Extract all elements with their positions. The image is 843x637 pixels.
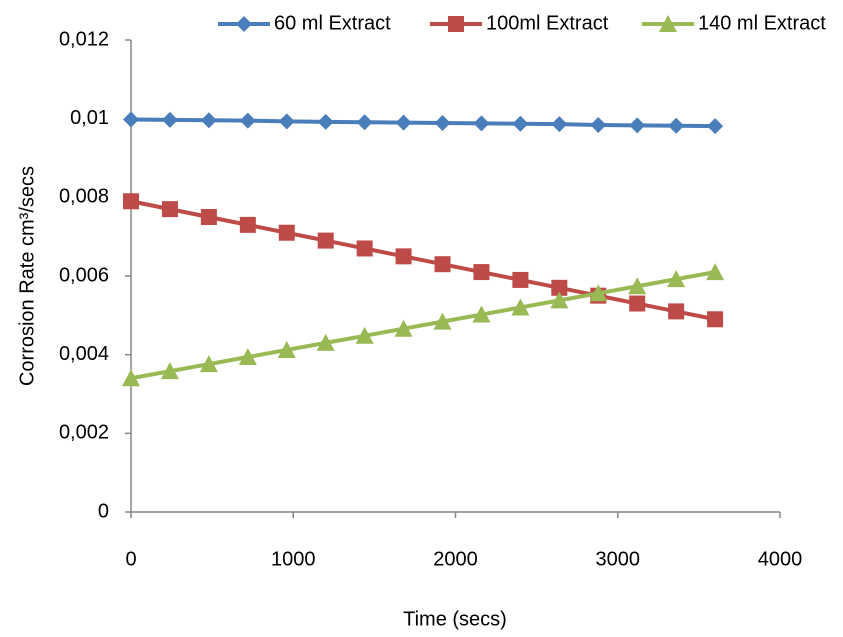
data-point xyxy=(707,311,724,328)
y-axis-title: Corrosion Rate cm³/secs xyxy=(16,166,38,386)
series-line xyxy=(130,199,716,322)
data-point xyxy=(628,277,647,295)
legend-marker xyxy=(659,15,677,32)
data-point xyxy=(473,115,490,132)
legend-label: 100ml Extract xyxy=(486,12,609,34)
data-point xyxy=(123,111,139,128)
data-point xyxy=(238,348,257,366)
data-point xyxy=(433,312,452,330)
data-point xyxy=(667,270,686,288)
data-point xyxy=(434,114,451,131)
data-point xyxy=(199,355,218,373)
data-point xyxy=(355,326,374,344)
data-point xyxy=(473,264,490,281)
series-line xyxy=(130,117,716,129)
data-point xyxy=(200,112,217,129)
data-point xyxy=(551,279,568,296)
legend-label: 60 ml Extract xyxy=(274,12,391,34)
data-point xyxy=(200,209,217,225)
data-point xyxy=(395,114,412,131)
y-tick-label: 0,004 xyxy=(59,343,109,365)
y-tick-label: 0,006 xyxy=(59,264,109,286)
y-tick-label: 0,012 xyxy=(59,28,109,50)
data-point xyxy=(277,340,296,358)
y-tick-label: 0 xyxy=(98,500,109,522)
data-point xyxy=(278,113,295,130)
data-point xyxy=(629,295,646,312)
data-point xyxy=(317,113,334,130)
y-tick-label: 0,002 xyxy=(59,422,109,444)
data-point xyxy=(551,116,568,133)
data-point xyxy=(550,291,569,309)
data-point xyxy=(161,111,178,128)
data-point xyxy=(239,216,256,233)
data-point xyxy=(589,284,608,302)
data-point xyxy=(278,224,295,241)
y-tick-label: 0,01 xyxy=(70,107,109,129)
data-point xyxy=(511,298,530,316)
x-axis-title: Time (secs) xyxy=(403,608,507,630)
x-tick-label: 3000 xyxy=(596,548,641,570)
y-tick-label: 0,008 xyxy=(59,186,109,208)
data-point xyxy=(123,193,139,210)
x-tick-label: 2000 xyxy=(433,548,478,570)
x-tick-label: 4000 xyxy=(758,548,803,570)
legend-label: 140 ml Extract xyxy=(698,12,826,34)
data-point xyxy=(356,114,373,131)
data-point xyxy=(434,256,451,273)
data-point xyxy=(512,271,529,288)
data-point xyxy=(590,116,607,133)
x-tick-label: 0 xyxy=(125,548,136,570)
data-point xyxy=(356,240,373,257)
data-point xyxy=(160,362,179,380)
legend-marker xyxy=(448,16,464,32)
data-point xyxy=(472,305,491,323)
x-tick-label: 1000 xyxy=(271,548,316,570)
data-point xyxy=(668,303,685,320)
data-point xyxy=(706,263,725,281)
series-line xyxy=(130,270,716,381)
legend-marker xyxy=(236,16,252,32)
data-point xyxy=(395,248,412,265)
data-point xyxy=(512,115,529,132)
data-point xyxy=(122,369,140,387)
data-point xyxy=(239,112,256,129)
data-point xyxy=(707,118,724,135)
data-point xyxy=(629,117,646,134)
data-point xyxy=(316,333,335,351)
data-point xyxy=(317,232,334,249)
data-point xyxy=(668,117,685,134)
data-point xyxy=(161,201,178,218)
data-point xyxy=(394,319,413,337)
